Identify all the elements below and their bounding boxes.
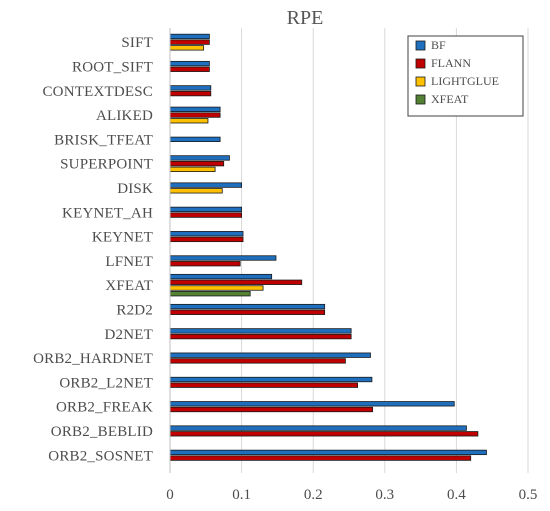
bar-bf xyxy=(169,376,373,383)
bar-flann xyxy=(169,112,221,118)
bar-flann xyxy=(169,333,352,340)
category-label: ROOT_SIFT xyxy=(72,59,153,75)
bar-bf xyxy=(169,33,210,40)
bar-flann xyxy=(169,455,472,461)
bar-bf xyxy=(169,425,467,431)
bar-bf xyxy=(169,303,326,310)
bar-flann xyxy=(169,358,346,364)
category-label: ALIKED xyxy=(96,108,153,124)
bar-flann xyxy=(169,90,212,97)
legend-swatch xyxy=(415,40,426,51)
category-label: KEYNET xyxy=(92,230,153,246)
category-label: ORB2_L2NET xyxy=(59,375,153,391)
legend-swatch xyxy=(415,94,426,105)
bar-flann xyxy=(169,431,479,437)
bar-bf xyxy=(169,255,277,261)
bar-flann xyxy=(169,160,225,167)
x-tick-label: 0.1 xyxy=(232,487,251,503)
bar-lightglue xyxy=(169,45,205,51)
category-label: R2D2 xyxy=(116,302,153,318)
bar-flann xyxy=(169,382,358,388)
x-tick-label: 0.4 xyxy=(447,487,466,503)
bar-bf xyxy=(169,449,487,456)
category-label: ORB2_FREAK xyxy=(56,400,153,416)
category-label: SUPERPOINT xyxy=(60,157,153,173)
bar-flann xyxy=(169,212,242,218)
bar-bf xyxy=(169,401,455,407)
bar-lightglue xyxy=(169,188,223,194)
bar-lightglue xyxy=(169,166,216,173)
legend-label: XFEAT xyxy=(431,92,469,106)
bar-flann xyxy=(169,309,326,315)
bar-bf xyxy=(169,352,371,358)
category-label: D2NET xyxy=(105,327,154,343)
x-tick-label: 0.3 xyxy=(375,487,394,503)
category-label: KEYNET_AH xyxy=(62,205,153,221)
category-label: ORB2_HARDNET xyxy=(33,351,153,367)
x-tick-labels: 0 0.1 0.2 0.3 0.4 0.5 xyxy=(166,487,537,503)
bar-flann xyxy=(169,406,374,413)
category-label: ORB2_BEBLID xyxy=(51,424,153,440)
bar-bf xyxy=(169,106,221,112)
legend-swatch xyxy=(415,76,426,87)
legend-label: LIGHTGLUE xyxy=(431,74,499,88)
bar-bf xyxy=(169,273,273,280)
category-label: XFEAT xyxy=(105,278,153,294)
category-label: SIFT xyxy=(121,35,153,51)
x-tick-label: 0 xyxy=(166,487,174,503)
bar-flann xyxy=(169,279,303,285)
bar-bf xyxy=(169,136,221,143)
legend: BF FLANN LIGHTGLUE XFEAT xyxy=(407,35,524,117)
chart-title: RPE xyxy=(287,7,324,29)
bar-bf xyxy=(169,85,212,91)
bar-bf xyxy=(169,328,352,334)
category-label: BRISK_TFEAT xyxy=(54,132,153,148)
category-label: LFNET xyxy=(105,254,153,270)
legend-swatch xyxy=(415,58,426,69)
category-labels: SIFT ROOT_SIFT CONTEXTDESC ALIKED BRISK_TFEA… xyxy=(33,35,153,464)
bar-flann xyxy=(169,66,210,72)
bars xyxy=(169,33,487,461)
category-label: DISK xyxy=(117,181,153,197)
bar-bf xyxy=(169,231,244,237)
bar-bf xyxy=(169,206,242,213)
bar-lightglue xyxy=(169,285,264,291)
bar-flann xyxy=(169,236,244,243)
bar-bf xyxy=(169,60,210,67)
bar-bf xyxy=(169,155,230,161)
category-label: CONTEXTDESC xyxy=(42,84,153,100)
x-tick-label: 0.5 xyxy=(519,487,538,503)
bar-bf xyxy=(169,182,242,188)
bar-flann xyxy=(169,261,241,267)
bar-xfeat xyxy=(169,291,251,297)
bar-flann xyxy=(169,39,210,45)
category-label: ORB2_SOSNET xyxy=(48,448,153,464)
legend-label: BF xyxy=(431,38,446,52)
legend-box xyxy=(407,35,524,117)
x-tick-label: 0.2 xyxy=(304,487,323,503)
bar-lightglue xyxy=(169,118,209,124)
legend-label: FLANN xyxy=(431,56,471,70)
